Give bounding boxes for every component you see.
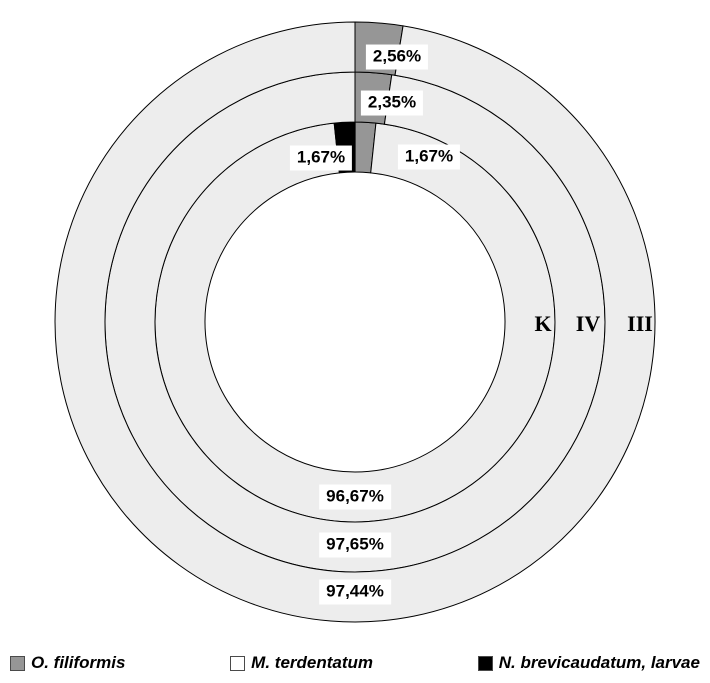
ring-III-segment-1	[54, 21, 656, 623]
label-ring-III-o-filiformis: 2,56%	[365, 44, 429, 70]
ring-label-K: K	[534, 311, 552, 336]
label-ring-IV-m-terdentatum: 97,65%	[319, 532, 391, 558]
label-ring-III-m-terdentatum: 97,44%	[319, 579, 391, 605]
legend-swatch-gray-icon	[10, 655, 25, 671]
legend-swatch-black-icon	[477, 655, 493, 671]
label-ring-K-o-filiformis: 1,67%	[397, 144, 461, 170]
legend-item-n-brevicaudatum: N. brevicaudatum, larvae	[477, 653, 700, 673]
legend-label-m-terdentatum: M. terdentatum	[251, 653, 374, 672]
concentric-donut-chart: 2,56% 2,35% 1,67% 1,67% 96,67% 97,65% 97…	[54, 21, 656, 623]
legend-item-o-filiformis: O. filiformis	[10, 653, 125, 673]
ring-label-III: III	[627, 311, 653, 336]
label-ring-K-n-brevicaudatum: 1,67%	[289, 145, 353, 171]
ring-K-segment-1	[154, 122, 556, 523]
label-ring-K-m-terdentatum: 96,67%	[319, 484, 391, 510]
label-ring-IV-o-filiformis: 2,35%	[360, 90, 424, 116]
ring-label-IV: IV	[575, 311, 601, 336]
legend-label-o-filiformis: O. filiformis	[31, 653, 126, 672]
chart-legend: O. filiformis M. terdentatum N. brevicau…	[0, 645, 710, 681]
legend-swatch-white-icon	[230, 655, 246, 671]
legend-item-m-terdentatum: M. terdentatum	[230, 653, 373, 673]
legend-label-n-brevicaudatum: N. brevicaudatum, larvae	[498, 653, 700, 672]
